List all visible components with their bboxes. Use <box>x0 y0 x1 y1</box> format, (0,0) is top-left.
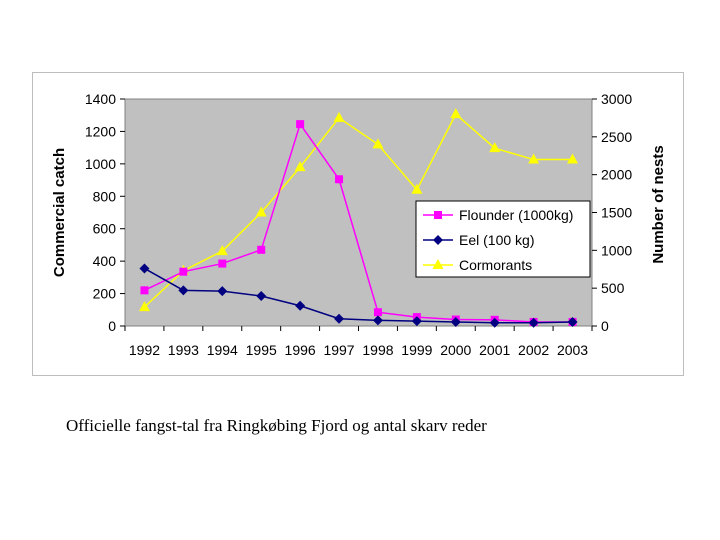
legend-eel-marker <box>433 235 443 245</box>
right-axis-tick-label: 3000 <box>601 91 632 107</box>
right-axis-tick-label: 2500 <box>601 129 632 145</box>
chart-canvas: 0 200 400 600 800 1000 1200 1400 0 500 1000 1500 200… <box>51 91 667 358</box>
x-axis-tick-label: 2002 <box>518 342 549 358</box>
cormorants-data-point <box>528 153 540 164</box>
x-axis-tick-label: 1992 <box>129 342 160 358</box>
flounder-data-point <box>296 120 305 129</box>
right-axis-tick-label: 500 <box>601 280 625 296</box>
cormorants-data-point <box>333 111 345 122</box>
left-axis-tick-label: 1400 <box>85 91 116 107</box>
cormorants-data-point <box>411 183 423 194</box>
flounder-data-point <box>335 175 344 184</box>
right-axis-tick-label: 0 <box>601 318 609 334</box>
legend-cormorants-label: Cormorants <box>459 257 532 273</box>
left-axis-tick-label: 1000 <box>85 156 116 172</box>
eel-data-point <box>489 317 500 328</box>
x-axis-tick-label: 1999 <box>401 342 432 358</box>
x-axis-tick-label: 1995 <box>246 342 277 358</box>
eel-data-point <box>450 316 461 327</box>
x-axis-tick-label: 1997 <box>323 342 354 358</box>
x-axis-tick-label: 2003 <box>557 342 588 358</box>
right-axis-tick-label: 2000 <box>601 167 632 183</box>
flounder-data-point <box>373 308 382 317</box>
right-axis-title: Number of nests <box>650 145 667 263</box>
eel-data-point <box>217 286 228 297</box>
x-axis-tick-label: 1996 <box>285 342 316 358</box>
x-axis-tick-label: 1998 <box>362 342 393 358</box>
right-axis-tick-label: 1000 <box>601 242 632 258</box>
eel-data-point <box>411 316 422 327</box>
left-axis-tick-label: 400 <box>93 253 117 269</box>
left-axis-tick-label: 200 <box>93 286 117 302</box>
x-axis-tick-label: 2000 <box>440 342 471 358</box>
eel-data-point <box>178 285 189 296</box>
cormorants-data-point <box>567 153 579 164</box>
x-axis-tick-label: 1993 <box>168 342 199 358</box>
right-axis-tick-label: 1500 <box>601 205 632 221</box>
flounder-data-point <box>218 259 227 268</box>
eel-data-point <box>372 315 383 326</box>
legend-flounder-label: Flounder (1000kg) <box>459 207 573 223</box>
cormorants-data-point <box>138 301 150 312</box>
x-axis-tick-label: 2001 <box>479 342 510 358</box>
eel-series-line <box>144 267 573 324</box>
left-axis-title: Commercial catch <box>51 148 68 277</box>
left-axis-tick-label: 800 <box>93 188 117 204</box>
eel-data-point <box>528 317 539 328</box>
cormorants-data-point <box>294 161 306 172</box>
eel-data-point <box>295 300 306 311</box>
eel-data-point <box>334 313 345 324</box>
legend-cormorants-marker <box>432 259 444 269</box>
cormorants-data-point <box>450 108 462 119</box>
flounder-series-line <box>144 122 573 323</box>
cormorants-data-point <box>372 138 384 149</box>
legend-eel-label: Eel (100 kg) <box>459 232 534 248</box>
eel-data-point <box>139 263 150 274</box>
figure-caption: Officielle fangst-tal fra Ringkøbing Fjo… <box>66 416 487 435</box>
chart-frame: 0 200 400 600 800 1000 1200 1400 0 500 1000 1500 200… <box>32 72 684 376</box>
x-axis-tick-label: 1994 <box>207 342 238 358</box>
cormorants-data-point <box>489 142 501 153</box>
eel-data-point <box>567 316 578 327</box>
legend-flounder-marker <box>434 211 442 219</box>
flounder-data-point <box>179 267 188 276</box>
left-axis-tick-label: 600 <box>93 221 117 237</box>
eel-data-point <box>256 291 267 302</box>
cormorants-data-point <box>216 245 228 256</box>
left-axis-tick-label: 1200 <box>85 123 116 139</box>
left-axis-tick-label: 0 <box>108 318 116 334</box>
cormorants-series-line <box>143 112 573 308</box>
flounder-data-point <box>257 245 266 254</box>
cormorants-data-point <box>255 206 267 217</box>
flounder-data-point <box>140 286 149 295</box>
